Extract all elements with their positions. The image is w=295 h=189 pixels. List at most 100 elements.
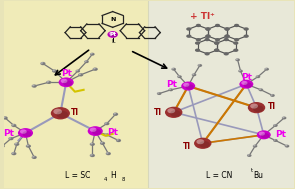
Circle shape <box>1 145 4 147</box>
Circle shape <box>283 117 286 119</box>
Circle shape <box>12 152 14 154</box>
Circle shape <box>13 125 16 127</box>
Circle shape <box>18 128 33 138</box>
Circle shape <box>173 69 176 70</box>
Text: L = CN: L = CN <box>206 171 232 180</box>
Circle shape <box>32 84 37 88</box>
Circle shape <box>106 134 109 136</box>
Circle shape <box>90 128 96 132</box>
Circle shape <box>53 70 57 72</box>
Circle shape <box>94 68 97 70</box>
Circle shape <box>239 80 253 89</box>
Circle shape <box>32 85 35 86</box>
Circle shape <box>285 145 287 146</box>
Circle shape <box>90 154 95 157</box>
Circle shape <box>32 156 37 159</box>
Circle shape <box>106 123 109 125</box>
Circle shape <box>178 76 181 78</box>
Circle shape <box>22 131 32 137</box>
Text: H: H <box>110 171 116 180</box>
Circle shape <box>224 27 230 31</box>
Circle shape <box>259 89 261 90</box>
Circle shape <box>79 74 81 75</box>
Circle shape <box>253 105 263 112</box>
Circle shape <box>53 70 55 71</box>
Circle shape <box>91 143 94 146</box>
Circle shape <box>285 145 289 148</box>
Circle shape <box>40 62 45 65</box>
Circle shape <box>3 117 6 118</box>
Circle shape <box>90 143 95 146</box>
Circle shape <box>260 89 263 91</box>
Circle shape <box>236 59 238 60</box>
Circle shape <box>13 153 16 155</box>
Text: 4: 4 <box>104 177 107 182</box>
Circle shape <box>101 142 103 144</box>
Circle shape <box>32 156 35 158</box>
Circle shape <box>215 24 220 27</box>
Circle shape <box>80 74 83 76</box>
Circle shape <box>261 133 269 138</box>
Circle shape <box>248 154 250 156</box>
Circle shape <box>76 70 78 71</box>
Circle shape <box>8 137 14 140</box>
Circle shape <box>100 142 105 145</box>
Circle shape <box>205 27 211 31</box>
Text: Pt: Pt <box>109 32 116 37</box>
Circle shape <box>214 41 219 45</box>
Circle shape <box>241 81 248 85</box>
Text: Tl: Tl <box>154 108 162 117</box>
Circle shape <box>205 34 211 38</box>
Circle shape <box>244 82 252 88</box>
Circle shape <box>204 52 210 56</box>
Circle shape <box>224 27 230 31</box>
Circle shape <box>248 155 251 157</box>
Circle shape <box>48 82 51 84</box>
Circle shape <box>63 80 72 86</box>
Circle shape <box>61 79 68 83</box>
Circle shape <box>0 144 5 148</box>
Circle shape <box>171 68 176 71</box>
Circle shape <box>195 41 200 45</box>
Circle shape <box>158 93 161 95</box>
Circle shape <box>101 143 105 145</box>
Circle shape <box>254 146 257 147</box>
Circle shape <box>250 104 258 109</box>
Circle shape <box>0 145 3 146</box>
Circle shape <box>274 140 277 142</box>
Circle shape <box>239 70 241 71</box>
Circle shape <box>273 124 278 127</box>
Text: + Tl⁺: + Tl⁺ <box>190 12 215 21</box>
Circle shape <box>91 53 93 54</box>
Circle shape <box>20 129 27 134</box>
Circle shape <box>256 75 260 78</box>
Circle shape <box>53 109 62 114</box>
Circle shape <box>183 83 189 87</box>
Circle shape <box>114 113 116 115</box>
Circle shape <box>204 38 210 41</box>
Circle shape <box>168 88 173 91</box>
Circle shape <box>27 145 30 147</box>
Circle shape <box>195 49 200 52</box>
Circle shape <box>47 81 49 83</box>
Circle shape <box>84 60 89 63</box>
Circle shape <box>238 70 243 73</box>
Circle shape <box>14 143 19 146</box>
Circle shape <box>224 38 229 41</box>
Circle shape <box>91 154 93 156</box>
Circle shape <box>192 73 196 76</box>
Circle shape <box>198 64 200 66</box>
Circle shape <box>85 60 87 62</box>
Circle shape <box>235 58 240 61</box>
Circle shape <box>186 84 194 90</box>
Circle shape <box>224 34 230 38</box>
Circle shape <box>253 145 258 148</box>
Circle shape <box>117 139 119 141</box>
Circle shape <box>181 82 195 91</box>
Circle shape <box>247 154 252 157</box>
Circle shape <box>274 139 276 141</box>
Circle shape <box>33 157 36 159</box>
Circle shape <box>106 152 111 155</box>
Text: Pt: Pt <box>3 129 14 138</box>
Circle shape <box>240 70 242 72</box>
